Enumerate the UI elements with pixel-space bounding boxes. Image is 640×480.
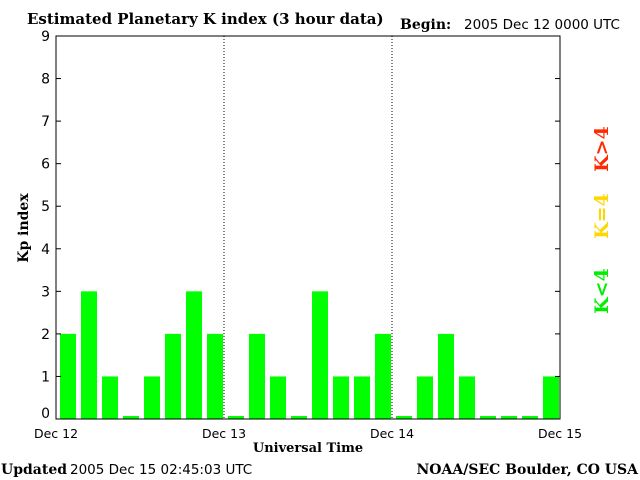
plot-frame [55, 35, 561, 420]
kp-bar [102, 376, 118, 419]
kp-bar [354, 376, 370, 419]
y-tick-label: 5 [41, 199, 50, 215]
x-tick-label: Dec 15 [538, 426, 582, 441]
x-tick-label: Dec 13 [202, 426, 246, 441]
y-tick-label: 6 [41, 157, 50, 173]
kp-bar [144, 376, 160, 419]
updated-value: 2005 Dec 15 02:45:03 UTC [70, 462, 252, 478]
y-tick-label: 7 [41, 114, 50, 130]
kp-bar [291, 416, 307, 419]
y-tick-label: 9 [41, 29, 50, 45]
kp-bar [312, 291, 328, 419]
kp-bar [249, 333, 265, 419]
kp-bar [375, 333, 391, 419]
kp-bar [228, 416, 244, 419]
kp-bar [522, 416, 538, 419]
begin-value: 2005 Dec 12 0000 UTC [464, 17, 620, 33]
legend-low: K<4 [591, 268, 613, 314]
kp-bar [396, 416, 412, 419]
kp-bar [438, 333, 454, 419]
source-credit: NOAA/SEC Boulder, CO USA [417, 462, 640, 478]
y-tick-label: 4 [41, 242, 50, 258]
kp-bar [417, 376, 433, 419]
y-tick-label: 0 [41, 406, 50, 422]
kp-bar [60, 333, 76, 419]
kp-bar [543, 376, 559, 419]
kp-bar [333, 376, 349, 419]
kp-bar [81, 291, 97, 419]
kp-bar [165, 333, 181, 419]
kp-bar [501, 416, 517, 419]
kp-bar [207, 333, 223, 419]
kp-bar [459, 376, 475, 419]
y-tick-label: 1 [41, 369, 50, 385]
y-axis-label: Kp index [16, 193, 32, 263]
legend-equal: K=4 [591, 193, 613, 239]
kp-bar [270, 376, 286, 419]
x-tick-label: Dec 14 [370, 426, 414, 441]
y-tick-label: 3 [41, 284, 50, 300]
legend-high: K>4 [591, 126, 613, 172]
kp-bar [123, 416, 139, 419]
kp-bar [186, 291, 202, 419]
y-tick-label: 8 [41, 72, 50, 88]
plot-area: 0 1 2 3 4 5 6 7 8 9 Dec 12 Dec 13 Dec 14 Dec 15 [34, 29, 582, 441]
chart-title: Estimated Planetary K index (3 hour data… [27, 10, 384, 28]
begin-label: Begin: [400, 17, 451, 33]
x-axis-label: Universal Time [253, 441, 363, 456]
kp-bar [480, 416, 496, 419]
updated-label: Updated [1, 462, 67, 478]
x-tick-label: Dec 12 [34, 426, 78, 441]
y-tick-label: 2 [41, 327, 50, 343]
